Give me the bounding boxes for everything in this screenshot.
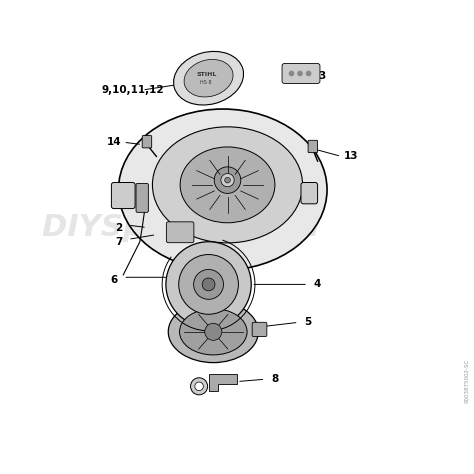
Circle shape: [205, 323, 222, 340]
Text: HS 8: HS 8: [201, 81, 212, 85]
Ellipse shape: [180, 309, 247, 355]
Circle shape: [306, 71, 311, 76]
Circle shape: [225, 177, 230, 183]
Ellipse shape: [118, 109, 327, 270]
Circle shape: [179, 255, 238, 314]
Text: 3: 3: [319, 71, 326, 81]
Ellipse shape: [153, 127, 302, 243]
Text: 1: 1: [124, 189, 132, 200]
FancyBboxPatch shape: [308, 140, 318, 153]
Text: 2: 2: [115, 222, 122, 233]
Circle shape: [191, 378, 208, 395]
Text: 6: 6: [110, 274, 118, 285]
Circle shape: [289, 71, 294, 76]
FancyBboxPatch shape: [136, 183, 148, 212]
Ellipse shape: [184, 59, 233, 97]
Circle shape: [214, 167, 241, 193]
Text: DIYSpa     s.com: DIYSpa s.com: [42, 213, 319, 242]
Text: 7: 7: [115, 237, 122, 247]
Ellipse shape: [173, 51, 244, 105]
Text: 8: 8: [271, 374, 279, 384]
Circle shape: [193, 269, 224, 300]
Circle shape: [297, 71, 303, 76]
Text: 5: 5: [304, 317, 312, 328]
Circle shape: [195, 382, 203, 391]
FancyBboxPatch shape: [166, 222, 194, 243]
Circle shape: [221, 173, 234, 187]
Text: 0003875002-SC: 0003875002-SC: [465, 359, 469, 403]
FancyBboxPatch shape: [301, 182, 318, 204]
FancyBboxPatch shape: [111, 182, 135, 209]
Polygon shape: [209, 374, 237, 391]
Circle shape: [166, 242, 251, 327]
Ellipse shape: [168, 301, 258, 363]
Circle shape: [202, 278, 215, 291]
Text: 4: 4: [314, 279, 321, 290]
Ellipse shape: [180, 147, 275, 223]
Text: 13: 13: [344, 151, 358, 162]
Text: 14: 14: [107, 137, 121, 147]
FancyBboxPatch shape: [252, 322, 267, 337]
Text: 9,10,11,12: 9,10,11,12: [101, 85, 164, 95]
FancyBboxPatch shape: [142, 136, 152, 148]
FancyBboxPatch shape: [282, 64, 320, 83]
Text: STIHL: STIHL: [196, 72, 216, 77]
